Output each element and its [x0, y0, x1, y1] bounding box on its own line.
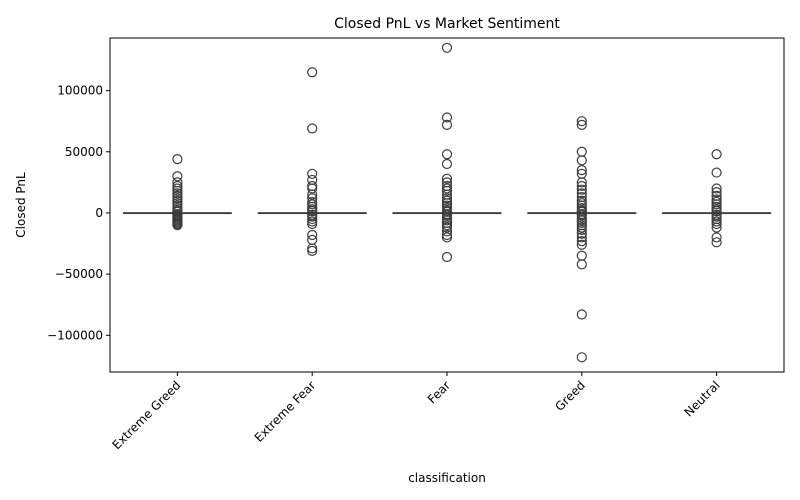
y-tick-label: −50000	[55, 267, 103, 281]
outlier-point	[441, 185, 453, 197]
outlier-point	[576, 180, 587, 192]
outlier-point	[711, 167, 722, 178]
outlier-point	[576, 212, 587, 223]
outlier-point	[441, 220, 453, 231]
outlier-point	[307, 123, 318, 134]
outlier-point	[576, 250, 587, 261]
outlier-point	[441, 226, 453, 237]
outlier-point	[172, 183, 183, 194]
y-tick-label: 50000	[65, 145, 103, 159]
outlier-point	[441, 119, 453, 130]
outlier-point	[576, 235, 587, 247]
outlier-point	[307, 199, 318, 210]
outlier-point	[441, 222, 453, 233]
outlier-point	[172, 195, 183, 206]
outlier-point	[576, 215, 587, 226]
outlier-point	[307, 229, 318, 241]
outlier-point	[307, 168, 318, 179]
x-tick-label: Extreme Greed	[109, 378, 183, 452]
outlier-point	[307, 201, 318, 212]
outlier-point	[307, 183, 318, 194]
outlier-point	[711, 216, 722, 227]
plot-area: −100000 −50000 0 50000 100000 Extreme Greed Ex…	[47, 37, 785, 452]
outlier-point	[711, 194, 722, 205]
x-tick-label: Fear	[425, 378, 453, 406]
outlier-point	[576, 184, 587, 195]
outlier-point	[576, 232, 587, 243]
y-axis-label: Closed PnL	[14, 172, 28, 238]
outlier-point	[576, 259, 587, 270]
outlier-point	[576, 210, 587, 221]
outlier-point	[711, 232, 722, 243]
outlier-point	[711, 218, 722, 230]
outlier-point	[711, 183, 722, 194]
x-axis-label: classification	[408, 471, 486, 485]
outlier-point	[441, 212, 453, 223]
outlier-point	[576, 228, 587, 239]
outlier-point	[172, 171, 183, 182]
outlier-point	[172, 190, 183, 201]
outlier-point	[307, 243, 318, 254]
outlier-point	[307, 218, 318, 230]
outlier-point	[307, 245, 318, 256]
y-tick-label: 100000	[57, 84, 103, 98]
outlier-point	[172, 220, 183, 231]
outlier-point	[576, 188, 587, 199]
y-tick-label: 0	[95, 206, 103, 220]
outlier-point	[307, 67, 318, 78]
outlier-point	[576, 352, 587, 363]
outlier-point	[576, 224, 587, 236]
outlier-point	[441, 229, 453, 241]
outlier-point	[172, 154, 183, 165]
outlier-point	[576, 177, 587, 188]
outlier-point	[441, 215, 453, 226]
outlier-point	[441, 112, 453, 123]
outlier-point	[307, 189, 318, 200]
outlier-point	[576, 309, 587, 320]
outlier-point	[441, 195, 453, 206]
outlier-point	[441, 210, 453, 221]
outlier-point	[711, 199, 722, 210]
outlier-point	[307, 211, 318, 222]
outlier-point	[576, 165, 587, 176]
outlier-point	[441, 183, 453, 194]
outlier-point	[441, 193, 453, 204]
outlier-point	[711, 211, 722, 222]
x-tick-label: Neutral	[681, 378, 722, 419]
outlier-point	[711, 206, 722, 217]
outlier-point	[576, 155, 587, 166]
x-tick-label: Greed	[552, 378, 588, 414]
outlier-point	[576, 119, 587, 130]
outlier-point	[307, 213, 318, 225]
outlier-point	[307, 216, 318, 227]
outlier-point	[576, 195, 587, 206]
chart-title: Closed PnL vs Market Sentiment	[334, 16, 560, 32]
y-tick-label: −100000	[47, 328, 103, 342]
outlier-point	[576, 146, 587, 157]
outlier-point	[172, 188, 183, 199]
outlier-point	[172, 185, 183, 197]
outlier-point	[576, 222, 587, 233]
outlier-point	[441, 202, 453, 214]
x-tick-label: Extreme Fear	[252, 378, 319, 445]
outlier-point	[441, 158, 453, 170]
outlier-point	[172, 193, 183, 204]
outlier-point	[711, 237, 722, 248]
outlier-point	[711, 201, 722, 212]
outlier-point	[576, 217, 587, 228]
outlier-point	[172, 180, 183, 192]
outlier-point	[307, 206, 318, 217]
outlier-point	[441, 251, 453, 263]
outlier-point	[711, 149, 722, 160]
outlier-point	[441, 232, 453, 243]
outlier-point	[576, 202, 587, 214]
outlier-point	[576, 116, 587, 127]
outlier-point	[441, 173, 453, 184]
outlier-point	[441, 149, 453, 160]
outlier-point	[576, 239, 587, 250]
outlier-point	[711, 187, 722, 198]
outlier-point	[441, 42, 453, 53]
outlier-point	[711, 222, 722, 233]
